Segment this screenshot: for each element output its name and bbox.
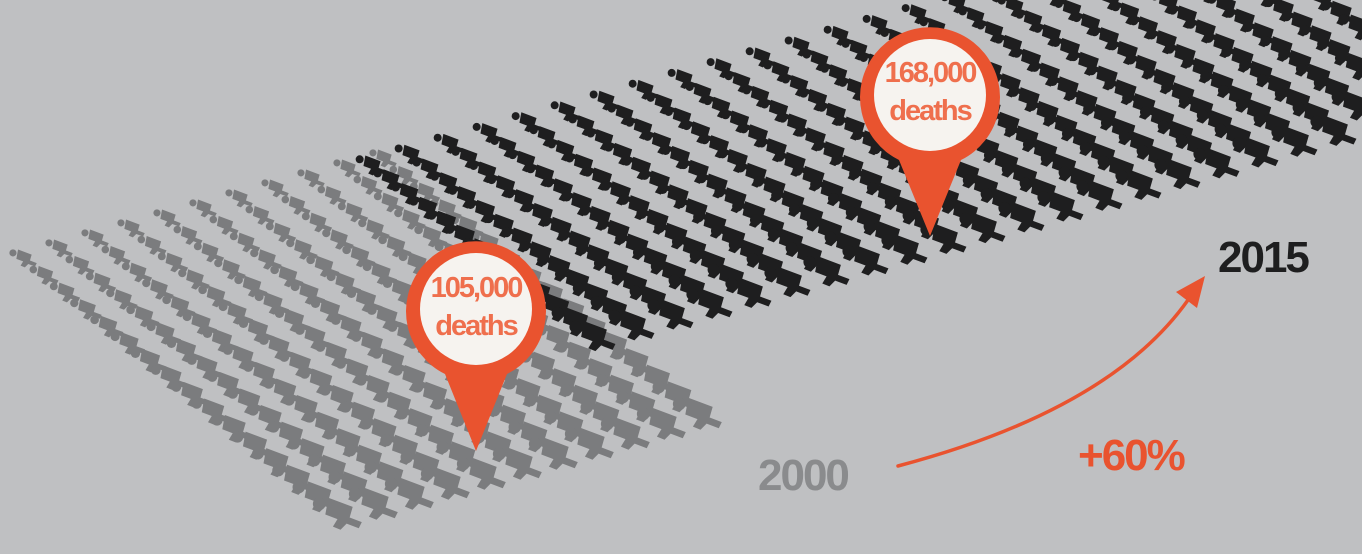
person-icon bbox=[312, 497, 362, 530]
person-icon bbox=[600, 417, 650, 450]
person-icon bbox=[958, 7, 991, 29]
person-icon bbox=[117, 219, 145, 238]
person-icon bbox=[29, 265, 59, 285]
person-icon bbox=[153, 209, 181, 228]
pin-2015-value: 168,000 bbox=[885, 57, 977, 89]
person-icon bbox=[529, 125, 562, 147]
person-icon bbox=[225, 189, 253, 208]
person-icon bbox=[310, 298, 347, 323]
person-icon bbox=[353, 175, 383, 195]
person-icon bbox=[245, 205, 275, 225]
pin-2000: 105,000 deaths bbox=[406, 241, 546, 451]
person-icon bbox=[81, 229, 109, 248]
person-icon bbox=[9, 249, 37, 268]
person-icon bbox=[189, 199, 217, 218]
person-icon bbox=[130, 348, 167, 373]
person-icon bbox=[362, 262, 398, 285]
person-icon bbox=[238, 318, 275, 343]
person-icon bbox=[1036, 0, 1069, 7]
crowd-2000 bbox=[9, 149, 722, 530]
person-icon bbox=[137, 235, 167, 255]
pin-2015-unit: deaths bbox=[889, 95, 971, 127]
person-icon bbox=[290, 282, 326, 305]
person-icon bbox=[451, 147, 484, 169]
person-icon bbox=[841, 39, 874, 61]
person-icon bbox=[346, 288, 383, 313]
person-icon bbox=[110, 332, 146, 355]
pin-2015: 168,000 deaths bbox=[859, 27, 1001, 237]
person-icon bbox=[261, 179, 289, 198]
year-2000-label: 2000 bbox=[758, 451, 848, 500]
person-icon bbox=[528, 437, 578, 470]
pin-2000-value: 105,000 bbox=[431, 272, 523, 304]
person-icon bbox=[456, 457, 506, 490]
person-icon bbox=[420, 467, 470, 500]
person-icon bbox=[724, 71, 757, 93]
change-percent: +60% bbox=[1078, 431, 1185, 480]
person-icon bbox=[412, 158, 445, 180]
pin-face bbox=[874, 39, 986, 151]
person-icon bbox=[101, 245, 131, 265]
person-icon bbox=[209, 215, 239, 235]
person-icon bbox=[490, 136, 523, 158]
person-icon bbox=[348, 487, 398, 520]
person-icon bbox=[384, 477, 434, 510]
person-icon bbox=[326, 272, 362, 295]
person-icon bbox=[997, 0, 1030, 18]
person-icon bbox=[763, 61, 796, 83]
person-icon bbox=[45, 239, 73, 258]
person-icon bbox=[607, 104, 640, 126]
person-icon bbox=[146, 322, 182, 345]
curved-arrow-icon bbox=[896, 276, 1205, 468]
pin-face bbox=[420, 253, 532, 365]
person-icon bbox=[297, 169, 325, 188]
person-icon bbox=[281, 195, 311, 215]
person-icon bbox=[1331, 91, 1362, 121]
person-icon bbox=[685, 82, 718, 104]
person-icon bbox=[492, 447, 542, 480]
person-icon bbox=[218, 302, 254, 325]
pin-2000-unit: deaths bbox=[435, 310, 517, 342]
person-icon bbox=[568, 115, 601, 137]
year-2015-label: 2015 bbox=[1218, 233, 1309, 282]
person-icon bbox=[636, 407, 686, 440]
person-icon bbox=[254, 292, 290, 315]
person-icon bbox=[672, 397, 722, 430]
person-icon bbox=[202, 328, 239, 353]
person-icon bbox=[166, 338, 203, 363]
person-icon bbox=[1334, 52, 1362, 81]
person-icon bbox=[274, 308, 311, 333]
person-icon bbox=[333, 159, 361, 178]
person-icon bbox=[646, 93, 679, 115]
person-icon bbox=[173, 225, 203, 245]
person-icon bbox=[317, 185, 347, 205]
person-icon bbox=[802, 50, 835, 72]
person-icon bbox=[65, 255, 95, 275]
person-icon bbox=[182, 312, 218, 335]
person-icon bbox=[564, 427, 614, 460]
